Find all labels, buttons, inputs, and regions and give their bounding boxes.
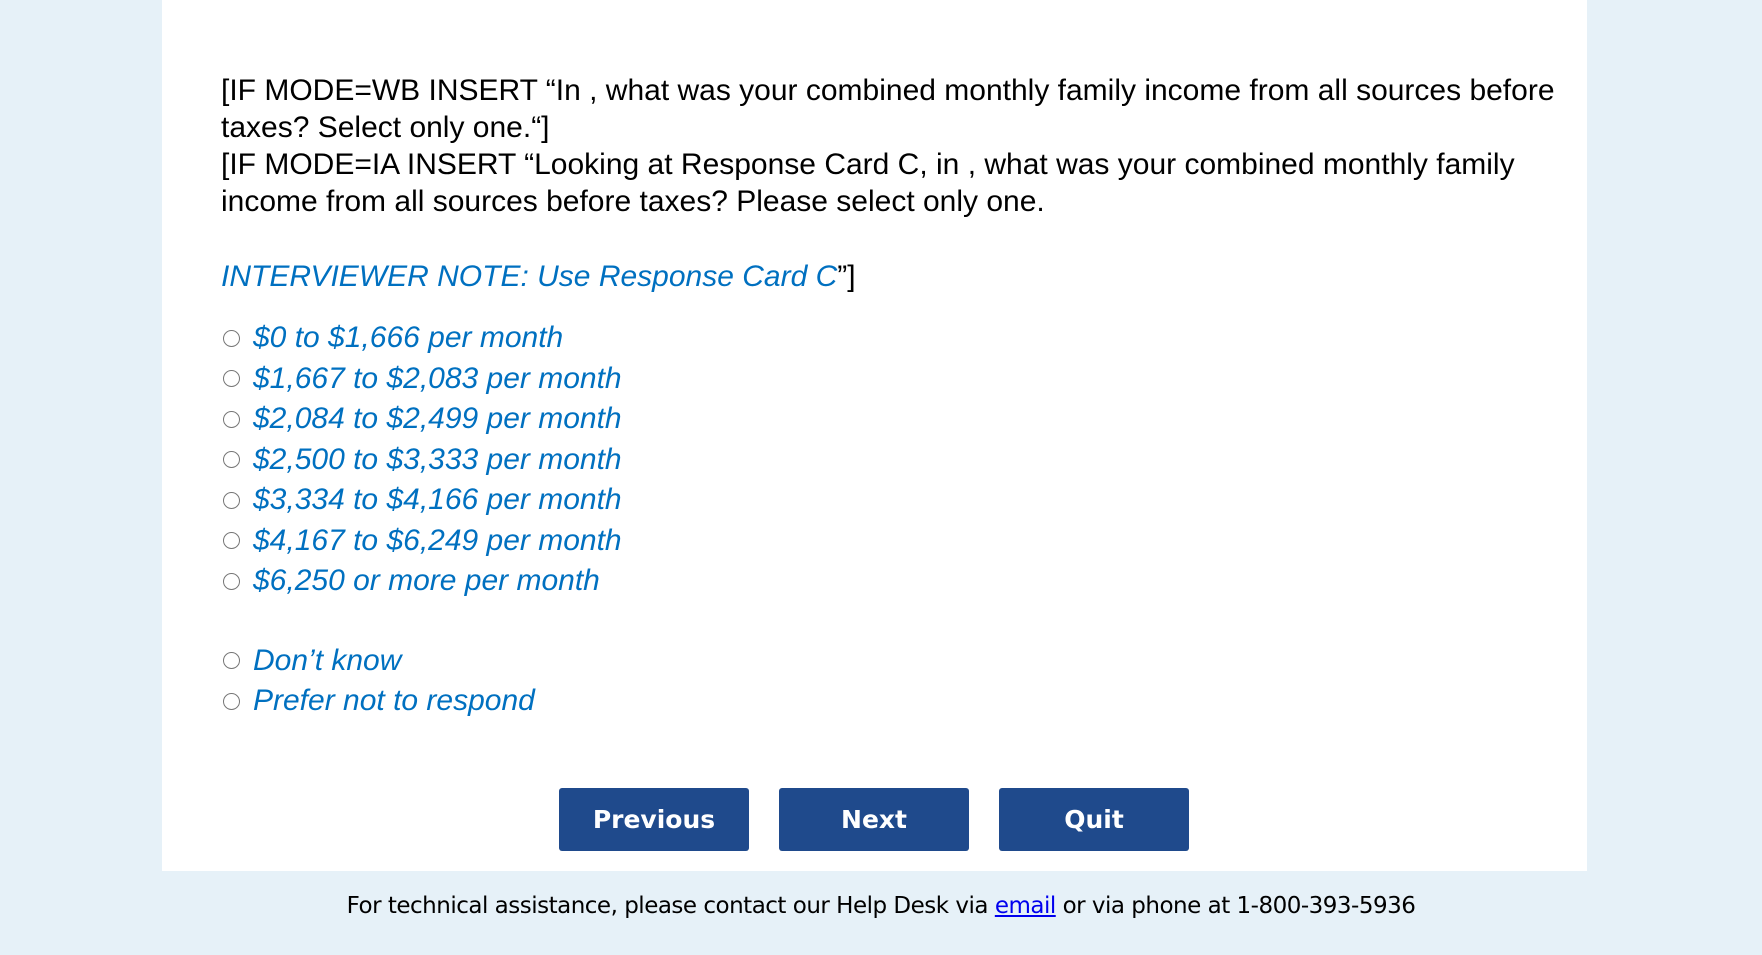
option-5[interactable]: $4,167 to $6,249 per month (221, 521, 622, 562)
radio-button[interactable] (223, 532, 240, 550)
survey-panel: [IF MODE=WB INSERT “In , what was your c… (162, 0, 1587, 871)
option-2[interactable]: $2,084 to $2,499 per month (221, 399, 622, 440)
help-footer: For technical assistance, please contact… (0, 893, 1762, 919)
radio-button[interactable] (223, 572, 240, 590)
radio-button[interactable] (223, 329, 240, 347)
option-label[interactable]: $6,250 or more per month (253, 564, 600, 598)
quit-button[interactable]: Quit (999, 788, 1189, 851)
radio-button[interactable] (223, 692, 240, 710)
option-label[interactable]: $1,667 to $2,083 per month (253, 361, 622, 395)
option-dont-know[interactable]: Don’t know (221, 641, 622, 682)
question-ia-text: [IF MODE=IA INSERT “Looking at Response … (221, 148, 1515, 218)
previous-button[interactable]: Previous (559, 788, 749, 851)
question-web-text: [IF MODE=WB INSERT “In , what was your c… (221, 74, 1555, 144)
option-label[interactable]: $3,334 to $4,166 per month (253, 483, 622, 517)
interviewer-note-tail: ”] (837, 260, 856, 293)
option-1[interactable]: $1,667 to $2,083 per month (221, 359, 622, 400)
radio-button[interactable] (223, 451, 240, 469)
option-label[interactable]: $2,500 to $3,333 per month (253, 442, 622, 476)
option-label[interactable]: $2,084 to $2,499 per month (253, 402, 622, 436)
radio-button[interactable] (223, 491, 240, 509)
interviewer-note: INTERVIEWER NOTE: Use Response Card C”] (221, 258, 856, 295)
option-label[interactable]: $4,167 to $6,249 per month (253, 523, 622, 557)
option-prefer-not[interactable]: Prefer not to respond (221, 681, 622, 722)
email-link[interactable]: email (994, 893, 1056, 919)
next-button[interactable]: Next (779, 788, 969, 851)
radio-button[interactable] (223, 652, 240, 670)
option-6[interactable]: $6,250 or more per month (221, 561, 622, 602)
option-3[interactable]: $2,500 to $3,333 per month (221, 440, 622, 481)
footer-prefix: For technical assistance, please contact… (346, 893, 989, 919)
option-label[interactable]: Don’t know (253, 643, 402, 677)
answer-options: $0 to $1,666 per month $1,667 to $2,083 … (221, 318, 622, 722)
option-label[interactable]: Prefer not to respond (253, 684, 535, 718)
option-label[interactable]: $0 to $1,666 per month (253, 321, 564, 355)
option-0[interactable]: $0 to $1,666 per month (221, 318, 622, 359)
radio-button[interactable] (223, 370, 240, 388)
interviewer-note-text: INTERVIEWER NOTE: Use Response Card C (221, 260, 838, 293)
question-text: [IF MODE=WB INSERT “In , what was your c… (221, 72, 1561, 220)
option-4[interactable]: $3,334 to $4,166 per month (221, 480, 622, 521)
radio-button[interactable] (223, 410, 240, 428)
footer-suffix: or via phone at 1-800-393-5936 (1062, 893, 1416, 919)
